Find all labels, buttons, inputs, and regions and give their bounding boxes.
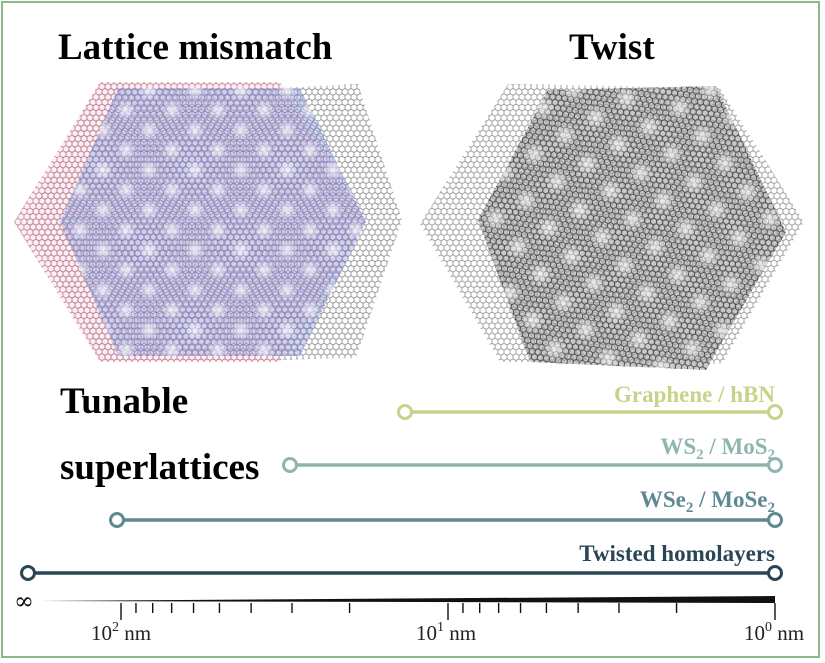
tick-label-10nm: 101 nm: [416, 620, 476, 645]
wse2-mose2-label: WSe2 / MoSe2: [640, 487, 775, 516]
tunable-heading-line2: superlattices: [60, 447, 260, 488]
range-bar-twisted-homolayers: Twisted homolayers: [20, 541, 783, 581]
range-bar-graphene-hbn: Graphene / hBN: [397, 382, 783, 420]
tick-label-1nm: 100 nm: [744, 620, 804, 645]
range-bar-wse2-mose2: WSe2 / MoSe2: [109, 487, 783, 528]
twisted-homolayers-label: Twisted homolayers: [579, 541, 775, 566]
axis-wedge: [40, 596, 775, 603]
infinity-label: ∞: [14, 587, 34, 615]
log-scale-axis: ∞ 102 nm 101 nm 100 nm: [14, 587, 804, 645]
tick-label-100nm: 102 nm: [91, 620, 151, 645]
lattice-mismatch-illustration: [14, 82, 402, 362]
tunable-heading-line1: Tunable: [60, 381, 189, 422]
twist-title: Twist: [569, 27, 655, 68]
graphene-hbn-label: Graphene / hBN: [614, 382, 775, 407]
lattice-mismatch-title: Lattice mismatch: [58, 27, 333, 68]
twist-illustration: [420, 84, 804, 370]
range-bar-ws2-mos2: WS2 / MoS2: [282, 434, 783, 473]
ws2-mos2-label: WS2 / MoS2: [660, 434, 775, 463]
